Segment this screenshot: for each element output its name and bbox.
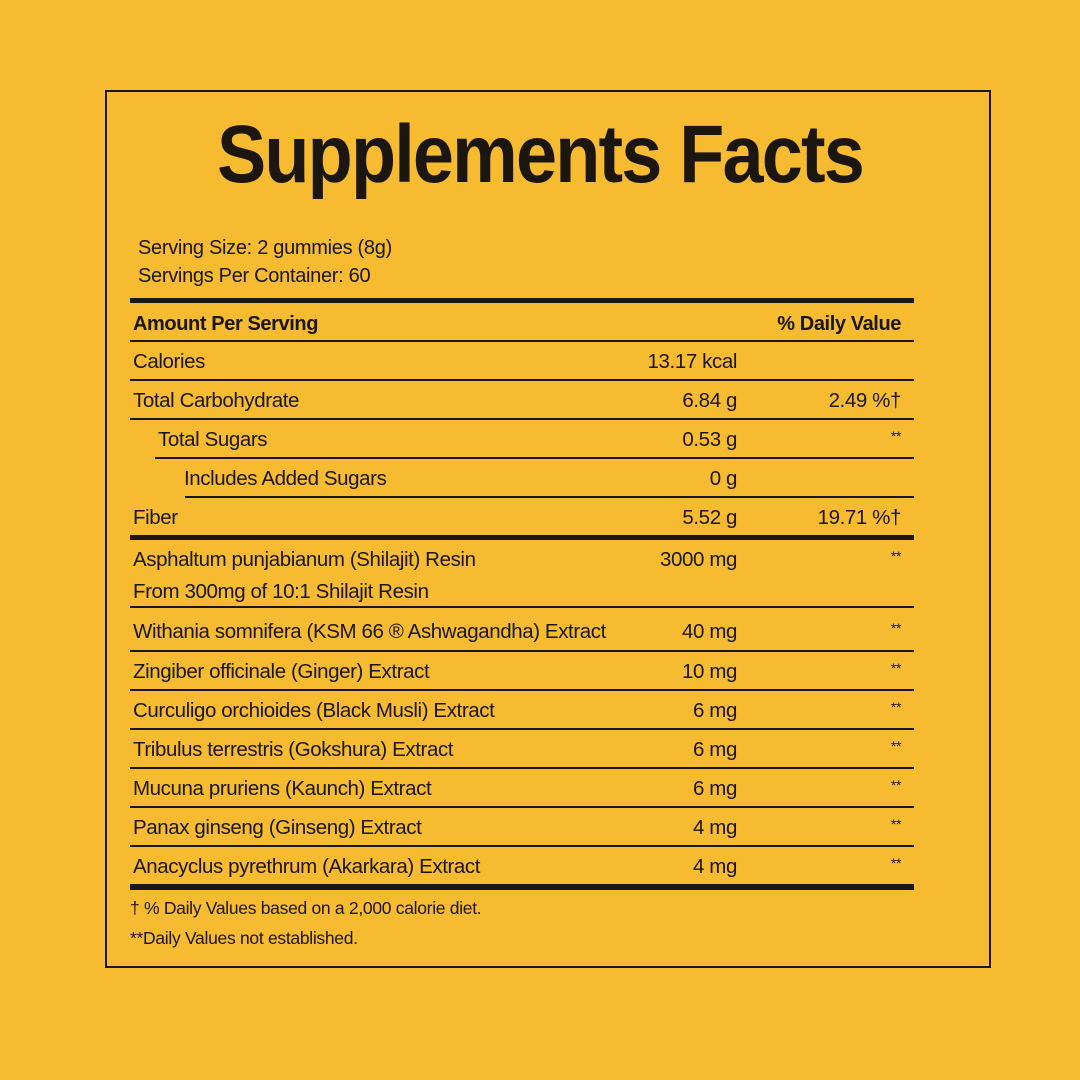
- row-dv: **: [890, 777, 902, 793]
- servings-per-container: Servings Per Container: 60: [138, 265, 371, 287]
- divider: [130, 884, 914, 890]
- row-name: Withania somnifera (KSM 66 ® Ashwagandha…: [133, 620, 606, 643]
- row-dv: 2.49 %†: [828, 389, 902, 412]
- table-row: Includes Added Sugars 0 g: [130, 459, 914, 496]
- table-row: Calories 13.17 kcal: [130, 342, 914, 379]
- row-dv: **: [890, 660, 902, 676]
- divider: [130, 606, 914, 608]
- row-dv: **: [890, 855, 902, 871]
- divider: [130, 728, 914, 730]
- footnote-dv: † % Daily Values based on a 2,000 calori…: [130, 898, 482, 918]
- row-amount: 6 mg: [693, 738, 737, 761]
- footnote-not-established: **Daily Values not established.: [130, 928, 358, 948]
- row-amount: 13.17 kcal: [647, 350, 738, 373]
- divider: [130, 535, 914, 540]
- row-dv: **: [890, 620, 902, 636]
- divider: [130, 845, 914, 847]
- row-name: Fiber: [133, 506, 178, 529]
- row-amount: 6 mg: [693, 699, 737, 722]
- divider: [130, 650, 914, 652]
- amount-header: Amount Per Serving: [133, 313, 319, 335]
- row-dv: **: [890, 699, 902, 715]
- divider: [130, 298, 914, 303]
- divider: [130, 340, 914, 342]
- row-amount: 0.53 g: [682, 428, 737, 451]
- divider: [130, 689, 914, 691]
- row-dv: **: [890, 428, 902, 444]
- row-name: Curculigo orchioides (Black Musli) Extra…: [133, 699, 495, 722]
- table-row: Total Carbohydrate 6.84 g 2.49 %†: [130, 381, 914, 418]
- row-dv: **: [890, 738, 902, 754]
- row-amount: 6 mg: [693, 777, 737, 800]
- row-dv: 19.71 %†: [817, 506, 902, 529]
- table-row: Anacyclus pyrethrum (Akarkara) Extract 4 …: [130, 847, 914, 884]
- row-amount: 0 g: [709, 467, 738, 490]
- row-name: Tribulus terrestris (Gokshura) Extract: [133, 738, 454, 761]
- label-border: [105, 90, 991, 968]
- row-amount: 4 mg: [693, 855, 737, 878]
- table-row: Panax ginseng (Ginseng) Extract 4 mg **: [130, 808, 914, 845]
- row-name: Asphaltum punjabianum (Shilajit) Resin: [133, 548, 476, 571]
- facts-table: Amount Per Serving % Daily Value Calorie…: [130, 298, 914, 890]
- divider: [130, 806, 914, 808]
- divider: [130, 418, 914, 420]
- row-dv: **: [890, 548, 902, 564]
- table-row: Total Sugars 0.53 g **: [130, 420, 914, 457]
- divider: [130, 379, 914, 381]
- row-name: Mucuna pruriens (Kaunch) Extract: [133, 777, 432, 800]
- divider: [155, 457, 914, 459]
- row-name: Total Sugars: [158, 428, 268, 451]
- header-row: Amount Per Serving % Daily Value: [130, 303, 914, 340]
- row-amount: 4 mg: [693, 816, 737, 839]
- table-row: Curculigo orchioides (Black Musli) Extra…: [130, 691, 914, 728]
- divider: [130, 767, 914, 769]
- table-row: Asphaltum punjabianum (Shilajit) Resin F…: [130, 540, 914, 606]
- table-row: Tribulus terrestris (Gokshura) Extract 6 …: [130, 730, 914, 767]
- table-row: Fiber 5.52 g 19.71 %†: [130, 498, 914, 535]
- divider: [185, 496, 914, 498]
- row-amount: 6.84 g: [682, 389, 737, 412]
- row-note: From 300mg of 10:1 Shilajit Resin: [133, 580, 429, 603]
- row-name: Calories: [133, 350, 205, 373]
- table-row: Zingiber officinale (Ginger) Extract 10 m…: [130, 652, 914, 689]
- table-row: Mucuna pruriens (Kaunch) Extract 6 mg **: [130, 769, 914, 806]
- label-title: Supplements Facts: [216, 109, 865, 200]
- row-amount: 10 mg: [682, 660, 737, 683]
- row-amount: 5.52 g: [682, 506, 737, 529]
- row-name: Total Carbohydrate: [133, 389, 300, 412]
- table-row: Withania somnifera (KSM 66 ® Ashwagandha…: [130, 608, 914, 650]
- row-name: Includes Added Sugars: [184, 467, 387, 490]
- row-name: Zingiber officinale (Ginger) Extract: [133, 660, 430, 683]
- serving-size: Serving Size: 2 gummies (8g): [138, 237, 392, 259]
- row-amount: 40 mg: [682, 620, 737, 643]
- row-amount: 3000 mg: [660, 548, 737, 571]
- row-name: Panax ginseng (Ginseng) Extract: [133, 816, 422, 839]
- row-dv: **: [890, 816, 902, 832]
- dv-header: % Daily Value: [777, 313, 901, 335]
- row-name: Anacyclus pyrethrum (Akarkara) Extract: [133, 855, 481, 878]
